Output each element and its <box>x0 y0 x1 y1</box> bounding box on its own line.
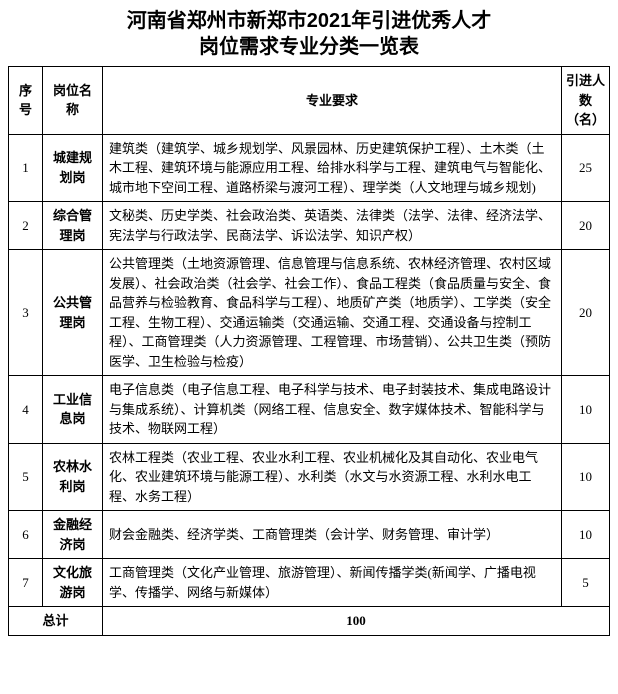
cell-cnt: 10 <box>562 511 610 559</box>
cell-idx: 4 <box>9 376 43 444</box>
col-header-req: 专业要求 <box>103 67 562 135</box>
col-header-cnt: 引进人数（名） <box>562 67 610 135</box>
table-row: 1城建规划岗建筑类（建筑学、城乡规划学、风景园林、历史建筑保护工程）、土木类（土… <box>9 134 610 202</box>
cell-idx: 3 <box>9 250 43 376</box>
cell-pos: 工业信息岗 <box>43 376 103 444</box>
cell-idx: 5 <box>9 443 43 511</box>
cell-req: 工商管理类（文化产业管理、旅游管理）、新闻传播学类(新闻学、广播电视学、传播学、… <box>103 559 562 607</box>
cell-idx: 2 <box>9 202 43 250</box>
col-header-pos: 岗位名称 <box>43 67 103 135</box>
cell-idx: 6 <box>9 511 43 559</box>
header-row: 序号 岗位名称 专业要求 引进人数（名） <box>9 67 610 135</box>
cell-req: 电子信息类（电子信息工程、电子科学与技术、电子封装技术、集成电路设计与集成系统）… <box>103 376 562 444</box>
cell-cnt: 10 <box>562 443 610 511</box>
cell-pos: 城建规划岗 <box>43 134 103 202</box>
cell-idx: 1 <box>9 134 43 202</box>
col-header-idx: 序号 <box>9 67 43 135</box>
cell-req: 农林工程类（农业工程、农业水利工程、农业机械化及其自动化、农业电气化、农业建筑环… <box>103 443 562 511</box>
title-line-1: 河南省郑州市新郑市2021年引进优秀人才 <box>8 8 610 34</box>
cell-pos: 文化旅游岗 <box>43 559 103 607</box>
table-row: 3公共管理岗公共管理类（土地资源管理、信息管理与信息系统、农林经济管理、农村区域… <box>9 250 610 376</box>
cell-idx: 7 <box>9 559 43 607</box>
table-row: 6金融经济岗财会金融类、经济学类、工商管理类（会计学、财务管理、审计学）10 <box>9 511 610 559</box>
data-table: 序号 岗位名称 专业要求 引进人数（名） 1城建规划岗建筑类（建筑学、城乡规划学… <box>8 66 610 636</box>
cell-cnt: 20 <box>562 202 610 250</box>
table-row: 4工业信息岗电子信息类（电子信息工程、电子科学与技术、电子封装技术、集成电路设计… <box>9 376 610 444</box>
table-row: 7文化旅游岗工商管理类（文化产业管理、旅游管理）、新闻传播学类(新闻学、广播电视… <box>9 559 610 607</box>
cell-req: 财会金融类、经济学类、工商管理类（会计学、财务管理、审计学） <box>103 511 562 559</box>
cell-req: 公共管理类（土地资源管理、信息管理与信息系统、农林经济管理、农村区域发展）、社会… <box>103 250 562 376</box>
cell-cnt: 10 <box>562 376 610 444</box>
cell-req: 建筑类（建筑学、城乡规划学、风景园林、历史建筑保护工程）、土木类（土木工程、建筑… <box>103 134 562 202</box>
cell-cnt: 25 <box>562 134 610 202</box>
total-row: 总计 100 <box>9 607 610 636</box>
cell-pos: 公共管理岗 <box>43 250 103 376</box>
cell-cnt: 20 <box>562 250 610 376</box>
table-row: 5农林水利岗农林工程类（农业工程、农业水利工程、农业机械化及其自动化、农业电气化… <box>9 443 610 511</box>
page-title: 河南省郑州市新郑市2021年引进优秀人才 岗位需求专业分类一览表 <box>8 8 610 60</box>
total-value: 100 <box>103 607 610 636</box>
cell-req: 文秘类、历史学类、社会政治类、英语类、法律类（法学、法律、经济法学、宪法学与行政… <box>103 202 562 250</box>
cell-pos: 综合管理岗 <box>43 202 103 250</box>
cell-cnt: 5 <box>562 559 610 607</box>
title-line-2: 岗位需求专业分类一览表 <box>8 34 610 60</box>
total-label: 总计 <box>9 607 103 636</box>
cell-pos: 金融经济岗 <box>43 511 103 559</box>
table-row: 2综合管理岗文秘类、历史学类、社会政治类、英语类、法律类（法学、法律、经济法学、… <box>9 202 610 250</box>
cell-pos: 农林水利岗 <box>43 443 103 511</box>
